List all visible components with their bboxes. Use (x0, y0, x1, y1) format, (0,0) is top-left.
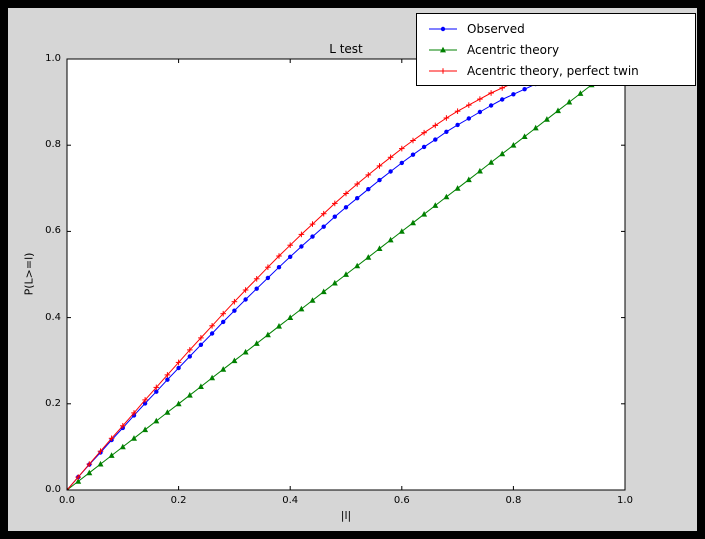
x-axis-label: |l| (340, 509, 352, 522)
observed-line-sample-icon (429, 26, 457, 31)
plot-canvas (66, 58, 626, 491)
legend-item-acentric-theory-perfect-twin: Acentric theory, perfect twin (427, 62, 683, 79)
x-tick-label: 0.4 (282, 495, 299, 506)
chart-title: L test (329, 42, 363, 56)
x-tick-label: 0.6 (393, 495, 410, 506)
legend-label-acentric-theory-perfect-twin: Acentric theory, perfect twin (467, 63, 639, 78)
legend-item-acentric-theory: Acentric theory (427, 41, 683, 58)
x-tick-label: 0.0 (59, 495, 75, 506)
series-1 (67, 59, 625, 490)
legend: Observed Acentric theory Acentric theory… (416, 13, 696, 86)
legend-label-observed: Observed (467, 21, 525, 36)
x-tick-label: 0.2 (170, 495, 187, 506)
x-tick-label: 1.0 (617, 495, 633, 506)
legend-item-observed: Observed (427, 20, 683, 37)
y-axis-label: P(L>=l) (22, 252, 36, 296)
y-tick-label: 0.6 (45, 225, 61, 237)
y-tick-label: 0.2 (45, 397, 61, 409)
y-tick-label: 1.0 (45, 53, 61, 64)
acentric-theory-line-sample-icon (429, 46, 457, 52)
x-tick-label: 0.8 (505, 495, 522, 506)
axes-frame (66, 58, 626, 491)
y-tick-label: 0.4 (45, 311, 61, 323)
y-tick-label: 0.8 (45, 139, 61, 151)
series-markers-1 (67, 59, 625, 490)
y-tick-label: 0.0 (45, 484, 61, 495)
acentric-theory-perfect-twin-line-sample-icon (429, 67, 457, 74)
figure: L test |l| P(L>=l) Observed Acentric the… (8, 8, 697, 531)
legend-label-acentric-theory: Acentric theory (467, 42, 560, 57)
